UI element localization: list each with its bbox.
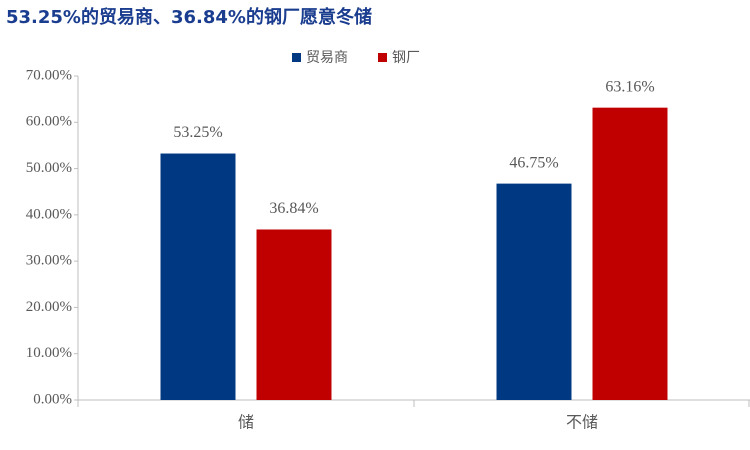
y-tick-label: 0.00% bbox=[33, 391, 72, 407]
value-label: 53.25% bbox=[173, 124, 222, 141]
y-tick-label: 70.00% bbox=[26, 67, 72, 83]
bar bbox=[256, 229, 332, 400]
value-label: 63.16% bbox=[605, 78, 654, 95]
y-tick-label: 60.00% bbox=[26, 114, 72, 130]
value-label: 36.84% bbox=[269, 200, 318, 217]
y-tick-label: 10.00% bbox=[26, 345, 72, 361]
x-tick-label: 储 bbox=[238, 414, 254, 432]
x-tick-label: 不储 bbox=[566, 414, 598, 432]
legend-swatch bbox=[292, 53, 301, 62]
y-tick-label: 30.00% bbox=[26, 253, 72, 269]
chart-title: 53.25%的贸易商、36.84%的钢厂愿意冬储 bbox=[6, 6, 372, 28]
bar bbox=[160, 153, 236, 400]
y-tick-label: 20.00% bbox=[26, 299, 72, 315]
legend-label: 贸易商 bbox=[306, 50, 348, 66]
y-tick-label: 50.00% bbox=[26, 160, 72, 176]
legend-label: 钢厂 bbox=[392, 50, 420, 66]
bar bbox=[592, 107, 668, 401]
y-tick-label: 40.00% bbox=[26, 206, 72, 222]
bar bbox=[496, 183, 572, 400]
value-label: 46.75% bbox=[509, 154, 558, 171]
legend-swatch bbox=[378, 53, 387, 62]
